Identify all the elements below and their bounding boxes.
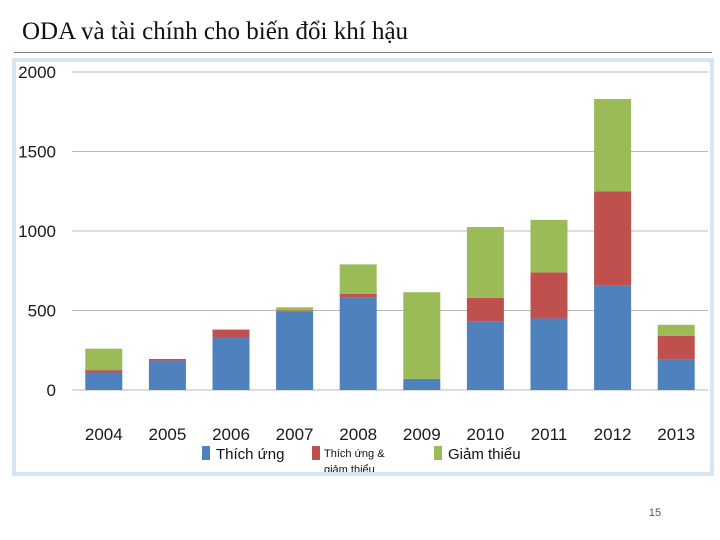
legend-label-backdrop [324, 443, 410, 472]
bar-2005-series-1 [148, 358, 186, 361]
bar-2011-series-2 [530, 219, 568, 273]
bar-2004-series-1 [85, 370, 123, 373]
bar-2013-series-1 [657, 335, 695, 360]
x-tick-label-2005: 2005 [148, 425, 186, 444]
bar-2013-series-0 [657, 359, 695, 390]
legend-label-1-line2: giảm thiểu [324, 464, 375, 472]
x-tick-label-2013: 2013 [657, 425, 695, 444]
x-tick-label-2006: 2006 [212, 425, 250, 444]
slide-title: ODA và tài chính cho biến đổi khí hậu [22, 18, 409, 45]
bar-2007-series-1 [276, 310, 314, 312]
bar-2008-series-1 [339, 293, 377, 298]
page-number: 15 [648, 507, 662, 519]
x-tick-label-2010: 2010 [466, 425, 504, 444]
title-divider [14, 52, 712, 53]
bar-2010-series-1 [466, 297, 504, 322]
bar-2012-series-1 [594, 191, 632, 286]
x-tick-label-2012: 2012 [594, 425, 632, 444]
legend-label-1-line1: Thích ứng & [324, 448, 385, 460]
bar-2008-series-0 [339, 297, 377, 390]
bar-2011-series-0 [530, 318, 568, 390]
bar-2004-series-2 [85, 348, 123, 371]
legend-label-2: Giảm thiểu [448, 446, 521, 463]
y-tick-label-0: 0 [47, 381, 56, 400]
x-tick-label-2011: 2011 [531, 425, 568, 444]
bar-2007-series-2 [276, 307, 314, 311]
bar-2008-series-2 [339, 264, 377, 294]
legend-swatch-1 [312, 446, 320, 460]
x-tick-label-2004: 2004 [85, 425, 123, 444]
y-tick-label-2000: 2000 [18, 63, 56, 82]
bar-2009-series-2 [403, 292, 441, 379]
y-tick-label-500: 500 [28, 302, 56, 321]
legend-label-0: Thích ứng [216, 446, 284, 463]
bar-2010-series-2 [466, 227, 504, 298]
y-tick-label-1000: 1000 [18, 222, 56, 241]
bar-2005-series-0 [148, 360, 186, 390]
bar-2007-series-0 [276, 311, 314, 390]
bar-2009-series-0 [403, 378, 441, 390]
legend-swatch-2 [434, 446, 442, 460]
bar-2004-series-0 [85, 372, 123, 390]
chart-frame: 2000 1500 1000 500 0 2004 2005 2006 2007 2008 2009… [12, 58, 714, 476]
bar-2006-series-0 [212, 337, 250, 390]
stacked-bar-chart: 2000 1500 1000 500 0 2004 2005 2006 2007 2008 2009… [18, 63, 708, 472]
legend-swatch-0 [202, 446, 210, 460]
x-tick-label-2007: 2007 [276, 425, 314, 444]
x-tick-label-2009: 2009 [403, 425, 441, 444]
x-tick-label-2008: 2008 [339, 425, 377, 444]
bar-2012-series-0 [594, 285, 632, 390]
bar-2011-series-1 [530, 272, 568, 319]
chart-area: 2000 1500 1000 500 0 2004 2005 2006 2007 2008 2009… [16, 62, 710, 472]
bar-2012-series-2 [594, 99, 632, 192]
bar-2010-series-0 [466, 321, 504, 390]
y-tick-label-1500: 1500 [18, 143, 56, 162]
bar-2006-series-1 [212, 329, 250, 338]
bar-2013-series-2 [657, 324, 695, 336]
